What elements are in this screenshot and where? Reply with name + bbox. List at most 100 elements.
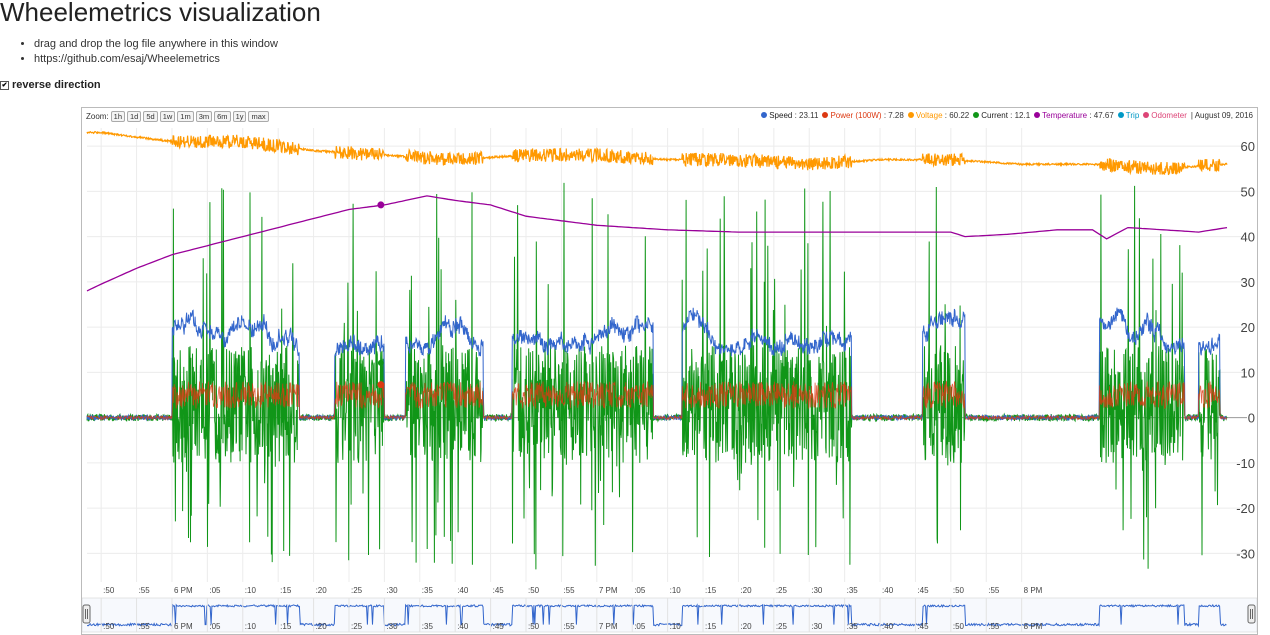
zoom-5d-button[interactable]: 5d [143,111,158,122]
navigator-tick-label: :30 [811,622,823,631]
github-link[interactable]: https://github.com/esaj/Wheelemetrics [34,52,278,67]
x-tick-label: :25 [776,586,788,595]
legend-power-dot [822,112,829,118]
highlight-current-point [377,359,384,366]
navigator-tick-label: :05 [209,622,221,631]
navigator-tick-label: :25 [351,622,363,631]
y-tick-label: 60 [1241,139,1255,154]
navigator-tick-label: :30 [386,622,398,631]
legend-temperature[interactable]: Temperature : 47.67 [1034,111,1114,120]
legend-current[interactable]: Current : 12.1 [973,111,1030,120]
navigator-left-handle[interactable] [82,604,91,624]
legend-odometer-dot [1143,112,1150,118]
legend-current-dot [973,112,980,118]
series-voltage-line [86,130,1228,176]
zoom-1h-button[interactable]: 1h [110,111,126,122]
instructions-list: drag and drop the log file anywhere in t… [20,37,278,67]
x-tick-label: :55 [563,586,575,595]
y-tick-label: -10 [1236,456,1255,471]
y-tick-label: 0 [1248,411,1255,426]
y-tick-label: 40 [1241,230,1255,245]
legend-voltage-dot [907,112,914,118]
legend-speed[interactable]: Speed : 23.11 [761,111,818,120]
navigator-right-handle-body [1247,604,1256,624]
navigator-series-line [87,603,1227,628]
navigator-tick-label: :45 [917,622,929,631]
reverse-direction-checkbox[interactable]: ✔ [0,80,9,90]
x-tick-label: :10 [245,586,257,595]
page-title: Wheelemetrics visualization [0,0,321,27]
highlight-power-point [377,381,385,389]
y-tick-label: -20 [1236,501,1255,516]
x-tick-label: :10 [670,586,682,595]
instruction-drag-drop: drag and drop the log file anywhere in t… [34,37,278,52]
x-tick-label: :35 [422,586,434,595]
x-tick-label: :15 [705,586,717,595]
navigator-tick-label: :50 [953,622,965,631]
y-tick-label: -30 [1236,546,1255,561]
navigator-tick-label: :35 [422,622,434,631]
x-tick-label: :05 [209,586,221,595]
reverse-direction-toggle[interactable]: ✔ reverse direction [0,79,101,91]
navigator-tick-label: :40 [457,622,469,631]
legend-odometer[interactable]: Odometer [1143,111,1187,120]
x-tick-label: :50 [528,586,540,595]
y-tick-label: 20 [1241,320,1255,335]
telemetry-chart[interactable]: Zoom: 1h 1d 5d 1w 1m 3m 6m 1y max Speed … [81,107,1258,635]
navigator-left-handle-body [82,604,91,624]
legend-temperature-dot [1034,112,1041,118]
legend-voltage[interactable]: Voltage : 60.22 [907,111,969,120]
series-current-line [86,182,1228,570]
x-tick-label: :55 [139,586,151,595]
series-power-line [86,380,1228,421]
x-tick-label: :50 [103,586,115,595]
x-tick-label: :45 [493,586,505,595]
zoom-3m-button[interactable]: 3m [195,111,213,122]
x-tick-label: :40 [457,586,469,595]
zoom-1y-button[interactable]: 1y [232,111,247,122]
legend-speed-dot [761,112,768,118]
navigator-tick-label: :50 [528,622,540,631]
plot-area[interactable]: 60 50 40 30 20 10 0 -10 -20 -30:50:55 6 PM:05:10:1… [82,108,1257,634]
navigator-right-handle[interactable] [1247,604,1256,624]
x-tick-label: :25 [351,586,363,595]
x-tick-label: 6 PM [174,586,193,595]
zoom-controls: Zoom: 1h 1d 5d 1w 1m 3m 6m 1y max [86,111,269,122]
x-tick-label: 8 PM [1024,586,1043,595]
x-tick-label: 7 PM [599,586,618,595]
navigator-tick-label: :10 [245,622,257,631]
navigator-tick-label: :55 [563,622,575,631]
zoom-1m-button[interactable]: 1m [177,111,194,122]
navigator-tick-label: :55 [988,622,1000,631]
zoom-1d-button[interactable]: 1d [127,111,142,122]
x-tick-label: :55 [988,586,1000,595]
x-tick-label: :45 [917,586,929,595]
navigator-tick-label: :15 [705,622,717,631]
legend-date: | August 09, 2016 [1190,111,1253,120]
x-tick-label: :30 [811,586,823,595]
series-temperature-line [86,195,1228,292]
y-tick-label: 30 [1241,275,1255,290]
x-tick-label: :30 [386,586,398,595]
x-tick-label: :20 [316,586,328,595]
legend-power[interactable]: Power (100W) : 7.28 [822,111,904,120]
zoom-6m-button[interactable]: 6m [214,111,231,122]
navigator-tick-label: :55 [139,622,151,631]
x-tick-label: :40 [882,586,894,595]
x-tick-label: :20 [740,586,752,595]
x-tick-label: :15 [280,586,292,595]
navigator-tick-label: :20 [740,622,752,631]
navigator-tick-label: :10 [670,622,682,631]
navigator-tick-label: :40 [882,622,894,631]
navigator-tick-label: 8 PM [1024,622,1043,631]
highlight-temperature-point [377,201,385,209]
x-tick-label: :50 [953,586,965,595]
navigator-tick-label: :15 [280,622,292,631]
zoom-1w-button[interactable]: 1w [159,111,176,122]
zoom-label: Zoom: [86,112,109,121]
navigator-tick-label: :50 [103,622,115,631]
legend-trip-dot [1117,112,1124,118]
navigator-tick-label: :05 [634,622,646,631]
zoom-max-button[interactable]: max [248,111,269,122]
legend-trip[interactable]: Trip [1117,111,1139,120]
